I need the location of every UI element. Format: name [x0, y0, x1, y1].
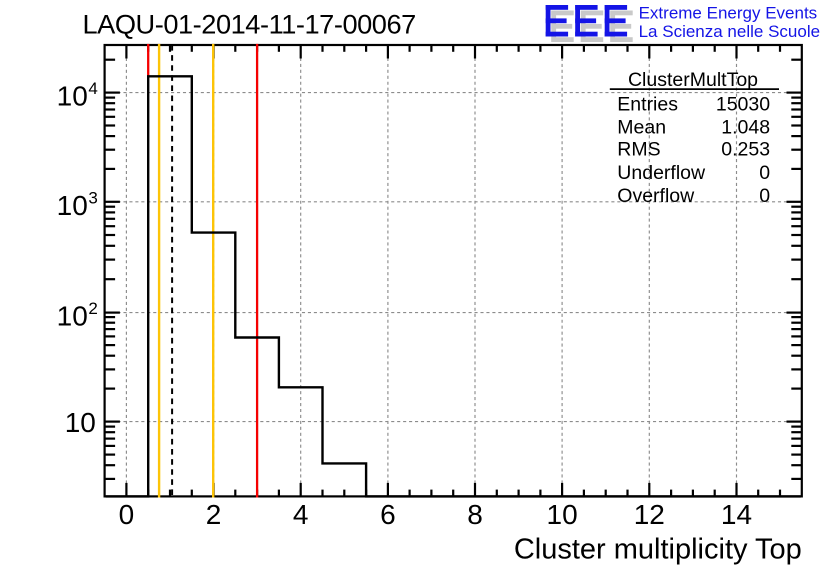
svg-text:10: 10	[57, 301, 88, 332]
svg-text:0.253: 0.253	[721, 139, 770, 161]
svg-text:8: 8	[467, 499, 483, 530]
svg-text:0: 0	[759, 185, 770, 207]
svg-text:10: 10	[57, 190, 88, 221]
svg-text:15030: 15030	[716, 93, 770, 115]
svg-text:ClusterMultTop: ClusterMultTop	[628, 69, 758, 91]
svg-text:14: 14	[721, 499, 752, 530]
svg-text:6: 6	[380, 499, 396, 530]
svg-text:Overflow: Overflow	[617, 185, 695, 207]
svg-text:4: 4	[88, 79, 97, 98]
svg-text:10: 10	[547, 499, 578, 530]
svg-text:LAQU-01-2014-11-17-00067: LAQU-01-2014-11-17-00067	[83, 8, 416, 39]
svg-text:Mean: Mean	[617, 116, 666, 138]
svg-text:Extreme Energy Events: Extreme Energy Events	[639, 4, 818, 23]
svg-text:Underflow: Underflow	[617, 162, 706, 184]
svg-text:RMS: RMS	[617, 139, 660, 161]
svg-text:4: 4	[293, 499, 309, 530]
svg-text:2: 2	[206, 499, 222, 530]
svg-text:10: 10	[65, 407, 96, 438]
svg-text:3: 3	[88, 188, 97, 207]
svg-text:Entries: Entries	[617, 93, 678, 115]
svg-text:La Scienza nelle Scuole: La Scienza nelle Scuole	[639, 22, 820, 41]
svg-text:Cluster multiplicity Top: Cluster multiplicity Top	[514, 533, 802, 565]
svg-text:10: 10	[57, 81, 88, 112]
svg-text:0: 0	[119, 499, 135, 530]
svg-text:1.048: 1.048	[721, 116, 770, 138]
svg-text:2: 2	[88, 299, 97, 318]
svg-text:12: 12	[634, 499, 665, 530]
svg-text:0: 0	[759, 162, 770, 184]
